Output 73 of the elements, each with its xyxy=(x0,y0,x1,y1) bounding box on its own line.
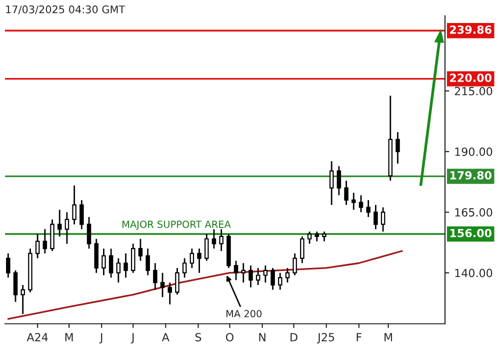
candlestick xyxy=(124,252,128,278)
candlestick xyxy=(278,272,282,290)
candlestick xyxy=(13,270,18,303)
x-tick-label: J xyxy=(130,333,134,344)
candlestick xyxy=(263,264,268,284)
ref-line-label: 220.00 xyxy=(450,74,492,82)
x-tick-label: O xyxy=(226,332,234,342)
candlestick xyxy=(248,264,253,288)
candlestick xyxy=(352,192,356,210)
candlestick xyxy=(64,211,70,244)
candlestick xyxy=(396,131,400,164)
ref-line-label: 239.86 xyxy=(450,25,492,34)
x-tick-label: J25 xyxy=(317,332,334,344)
y-tick-label: 190.00 xyxy=(455,148,492,156)
candlestick xyxy=(130,243,136,274)
candlestick xyxy=(270,267,275,290)
ref-line-label: 156.00 xyxy=(450,228,492,238)
x-tick-label: A xyxy=(162,333,170,342)
candlestick xyxy=(212,228,216,250)
candlestick xyxy=(190,248,194,269)
candlestick xyxy=(86,216,92,250)
candlestick xyxy=(116,258,121,284)
y-tick-label: 215.00 xyxy=(454,86,492,96)
candlestick xyxy=(197,248,202,274)
candlestick xyxy=(219,228,224,252)
x-tick-label: M xyxy=(65,333,73,342)
candlestick xyxy=(314,230,320,242)
candlestick xyxy=(344,180,348,206)
line-series xyxy=(7,250,403,320)
candlestick xyxy=(80,199,84,230)
ref-line-label: 179.80 xyxy=(450,171,492,180)
candlestick xyxy=(57,209,62,238)
candlestick xyxy=(42,228,48,254)
candlestick xyxy=(322,230,326,242)
candlestick xyxy=(366,199,370,218)
x-tick-label: A24 xyxy=(26,332,48,342)
candlestick xyxy=(241,262,246,284)
chart-title: 17/03/2025 04:30 GMT xyxy=(6,5,126,14)
candlestick xyxy=(374,204,378,230)
candlestick xyxy=(153,262,158,290)
candlestick xyxy=(6,252,10,278)
candlestick xyxy=(138,238,143,262)
x-tick-label: D xyxy=(290,333,298,342)
annotation: MAJOR SUPPORT AREA xyxy=(122,220,231,230)
candlestick xyxy=(380,206,386,232)
candlestick xyxy=(72,184,76,226)
x-tick-label: S xyxy=(195,332,202,342)
candlestick xyxy=(102,248,106,276)
annotation: MA 200 xyxy=(226,310,262,318)
candlestick xyxy=(175,267,180,296)
candlestick xyxy=(204,233,209,262)
x-tick-label: M xyxy=(384,333,392,342)
y-tick-label: 165.00 xyxy=(455,208,492,217)
candlestick xyxy=(307,230,312,244)
candlestick xyxy=(358,194,364,213)
candlestick xyxy=(292,252,297,276)
y-tick-label: 140.00 xyxy=(455,268,492,278)
candlestick xyxy=(234,260,238,281)
x-tick-label: J xyxy=(99,333,102,344)
candlestick xyxy=(285,267,290,284)
candlestick xyxy=(108,248,114,278)
candlestick xyxy=(168,282,172,306)
candlestick xyxy=(336,165,342,196)
x-tick-label: F xyxy=(356,333,362,342)
candlestick xyxy=(160,272,165,298)
candlestick xyxy=(300,236,304,264)
candlestick xyxy=(329,160,334,206)
candlestick xyxy=(146,248,150,276)
candlestick xyxy=(182,258,187,278)
candlestick xyxy=(256,267,260,286)
x-tick-label: N xyxy=(259,333,266,342)
candlestick xyxy=(20,284,25,315)
candlestick xyxy=(35,233,40,259)
